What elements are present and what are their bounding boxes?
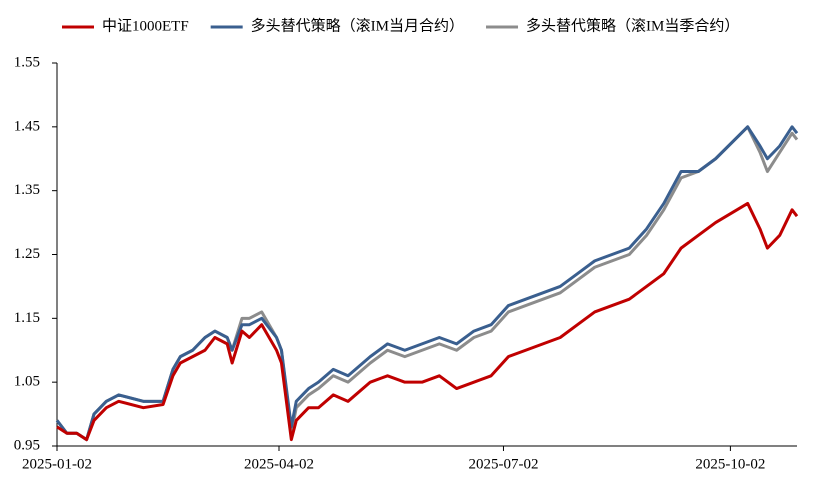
series-line [56, 201, 799, 442]
legend-label: 多头替代策略（滚IM当季合约） [526, 17, 739, 34]
legend-label: 中证1000ETF [102, 17, 189, 34]
legend-label: 多头替代策略（滚IM当月合约） [251, 17, 464, 34]
x-tick-label: 2025-10-02 [695, 456, 765, 472]
y-tick-label: 1.55 [14, 54, 40, 70]
y-tick-label: 1.45 [14, 118, 40, 134]
y-tick-label: 1.25 [14, 246, 40, 262]
x-tick-label: 2025-07-02 [468, 456, 538, 472]
y-tick-label: 0.95 [14, 437, 40, 453]
y-tick-label: 1.35 [14, 182, 40, 198]
series-line [55, 125, 799, 442]
y-tick-label: 1.15 [14, 310, 40, 326]
x-tick-label: 2025-04-02 [244, 456, 314, 472]
y-tick-label: 1.05 [14, 374, 40, 390]
x-tick-label: 2025-01-02 [22, 456, 92, 472]
